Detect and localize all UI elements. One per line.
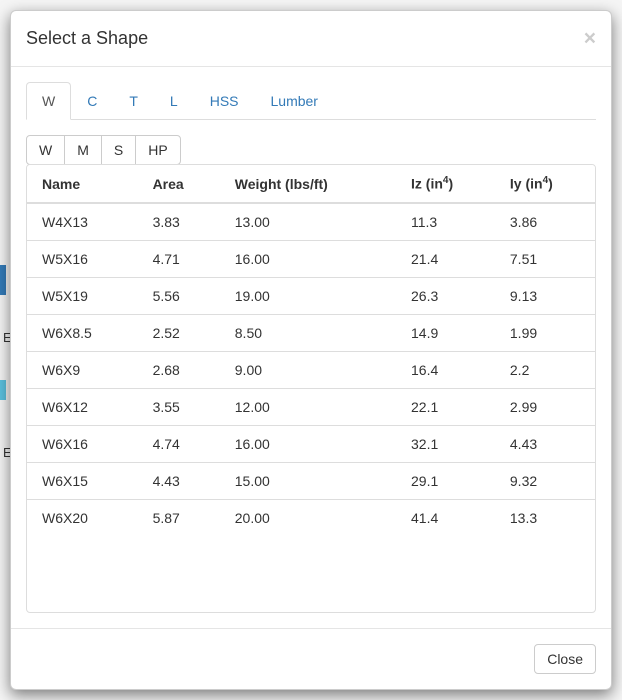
cell-iz: 21.4 <box>396 240 495 277</box>
subtab-s[interactable]: S <box>101 135 136 165</box>
table-row[interactable]: W5X195.5619.0026.39.13 <box>27 277 595 314</box>
shapes-table-scroll[interactable]: Name Area Weight (lbs/ft) Iz (in4) Iy (i… <box>27 165 595 612</box>
cell-iy: 7.51 <box>495 240 595 277</box>
cell-name: W5X19 <box>27 277 138 314</box>
shape-category-tabs: WCTLHSSLumber <box>26 82 596 120</box>
tab-lumber[interactable]: Lumber <box>255 82 334 120</box>
tab-c[interactable]: C <box>71 82 113 120</box>
cell-name: W6X8.5 <box>27 314 138 351</box>
table-row[interactable]: W5X164.7116.0021.47.51 <box>27 240 595 277</box>
cell-weight: 12.00 <box>220 388 396 425</box>
table-row[interactable]: W6X164.7416.0032.14.43 <box>27 425 595 462</box>
cell-area: 5.87 <box>138 499 220 536</box>
cell-iy: 13.3 <box>495 499 595 536</box>
cell-weight: 19.00 <box>220 277 396 314</box>
cell-iz: 11.3 <box>396 203 495 241</box>
modal-footer: Close <box>11 628 611 689</box>
col-name[interactable]: Name <box>27 165 138 203</box>
cell-area: 4.71 <box>138 240 220 277</box>
cell-area: 2.68 <box>138 351 220 388</box>
table-row[interactable]: W6X8.52.528.5014.91.99 <box>27 314 595 351</box>
shape-select-modal: Select a Shape × WCTLHSSLumber WMSHP Nam… <box>10 10 612 690</box>
subtab-w[interactable]: W <box>26 135 65 165</box>
cell-weight: 20.00 <box>220 499 396 536</box>
table-row[interactable]: W6X92.689.0016.42.2 <box>27 351 595 388</box>
cell-iy: 4.43 <box>495 425 595 462</box>
cell-iz: 32.1 <box>396 425 495 462</box>
close-icon[interactable]: × <box>584 28 596 49</box>
cell-weight: 16.00 <box>220 240 396 277</box>
tab-hss[interactable]: HSS <box>194 82 255 120</box>
cell-iy: 9.32 <box>495 462 595 499</box>
cell-iz: 29.1 <box>396 462 495 499</box>
cell-name: W6X12 <box>27 388 138 425</box>
cell-iy: 3.86 <box>495 203 595 241</box>
tab-w[interactable]: W <box>26 82 71 120</box>
cell-name: W6X15 <box>27 462 138 499</box>
cell-weight: 15.00 <box>220 462 396 499</box>
table-row[interactable]: W6X123.5512.0022.12.99 <box>27 388 595 425</box>
cell-iy: 1.99 <box>495 314 595 351</box>
shapes-table: Name Area Weight (lbs/ft) Iz (in4) Iy (i… <box>27 165 595 536</box>
subtab-hp[interactable]: HP <box>135 135 180 165</box>
cell-area: 5.56 <box>138 277 220 314</box>
cell-iy: 2.99 <box>495 388 595 425</box>
subtab-m[interactable]: M <box>64 135 102 165</box>
col-iz[interactable]: Iz (in4) <box>396 165 495 203</box>
modal-header: Select a Shape × <box>11 11 611 67</box>
modal-title: Select a Shape <box>26 26 148 51</box>
col-iy[interactable]: Iy (in4) <box>495 165 595 203</box>
cell-iy: 9.13 <box>495 277 595 314</box>
table-row[interactable]: W6X154.4315.0029.19.32 <box>27 462 595 499</box>
cell-name: W6X16 <box>27 425 138 462</box>
cell-area: 4.74 <box>138 425 220 462</box>
cell-iy: 2.2 <box>495 351 595 388</box>
cell-name: W6X20 <box>27 499 138 536</box>
shapes-table-panel: Name Area Weight (lbs/ft) Iz (in4) Iy (i… <box>26 164 596 613</box>
cell-area: 4.43 <box>138 462 220 499</box>
cell-weight: 13.00 <box>220 203 396 241</box>
cell-weight: 9.00 <box>220 351 396 388</box>
cell-area: 2.52 <box>138 314 220 351</box>
cell-iz: 41.4 <box>396 499 495 536</box>
cell-iz: 26.3 <box>396 277 495 314</box>
shape-subtype-group: WMSHP <box>26 135 596 165</box>
tab-l[interactable]: L <box>154 82 194 120</box>
tab-t[interactable]: T <box>113 82 154 120</box>
cell-name: W5X16 <box>27 240 138 277</box>
modal-body: WCTLHSSLumber WMSHP Name Area Weight (lb… <box>11 67 611 628</box>
cell-weight: 16.00 <box>220 425 396 462</box>
cell-weight: 8.50 <box>220 314 396 351</box>
table-row[interactable]: W6X205.8720.0041.413.3 <box>27 499 595 536</box>
cell-iz: 22.1 <box>396 388 495 425</box>
close-button[interactable]: Close <box>534 644 596 674</box>
cell-area: 3.83 <box>138 203 220 241</box>
cell-iz: 16.4 <box>396 351 495 388</box>
col-weight[interactable]: Weight (lbs/ft) <box>220 165 396 203</box>
cell-name: W6X9 <box>27 351 138 388</box>
cell-area: 3.55 <box>138 388 220 425</box>
cell-iz: 14.9 <box>396 314 495 351</box>
cell-name: W4X13 <box>27 203 138 241</box>
table-row[interactable]: W4X133.8313.0011.33.86 <box>27 203 595 241</box>
col-area[interactable]: Area <box>138 165 220 203</box>
